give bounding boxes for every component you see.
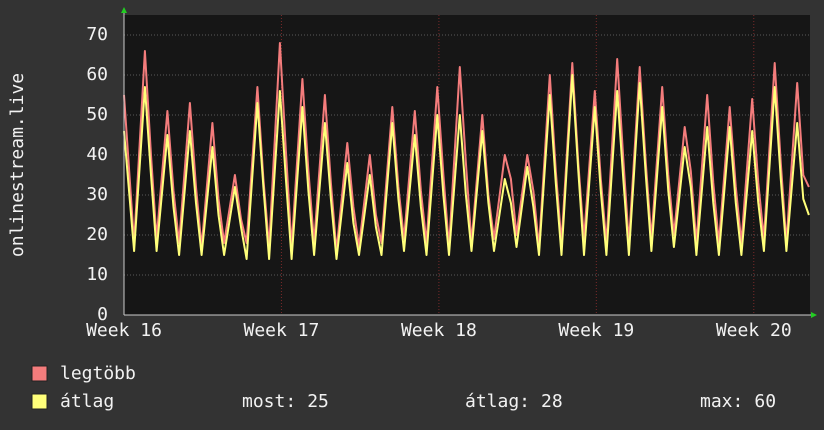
x-tick-label: Week 17 — [244, 320, 320, 341]
legend-swatch — [31, 393, 48, 410]
lines — [123, 42, 810, 260]
y-tick-label: 40 — [86, 144, 108, 165]
x-tick-label: Week 19 — [558, 320, 634, 341]
legend-swatch — [31, 365, 48, 382]
stat: max: 60 — [700, 391, 776, 412]
stat-label: átlag: — [465, 391, 530, 412]
stat-label: max: — [700, 391, 743, 412]
x-tick-label: Week 18 — [401, 320, 477, 341]
y-tick-label: 50 — [86, 104, 108, 125]
stat: átlag: 28 — [465, 391, 563, 412]
series-line — [123, 74, 810, 260]
y-arrow — [121, 7, 127, 13]
y-tick-label: 10 — [86, 264, 108, 285]
series-line — [123, 42, 810, 252]
legend-label: legtöbb — [60, 363, 136, 384]
stat: most: 25 — [242, 391, 329, 412]
x-arrow — [811, 312, 817, 318]
y-tick-label: 20 — [86, 224, 108, 245]
y-tick-label: 30 — [86, 184, 108, 205]
y-tick-label: 60 — [86, 64, 108, 85]
y-tick-label: 0 — [97, 304, 108, 325]
x-tick-label: Week 16 — [86, 320, 162, 341]
stat-label: most: — [242, 391, 296, 412]
y-axis-title: onlinestream.live — [7, 73, 28, 257]
stat-value: 25 — [307, 391, 329, 412]
legend-label: átlag — [60, 391, 114, 412]
stat-value: 28 — [541, 391, 563, 412]
legend: legtöbb átlag most: 25 átlag: 28 max: 60 — [31, 363, 776, 412]
y-tick-label: 70 — [86, 24, 108, 45]
stat-value: 60 — [754, 391, 776, 412]
x-tick-label: Week 20 — [716, 320, 792, 341]
